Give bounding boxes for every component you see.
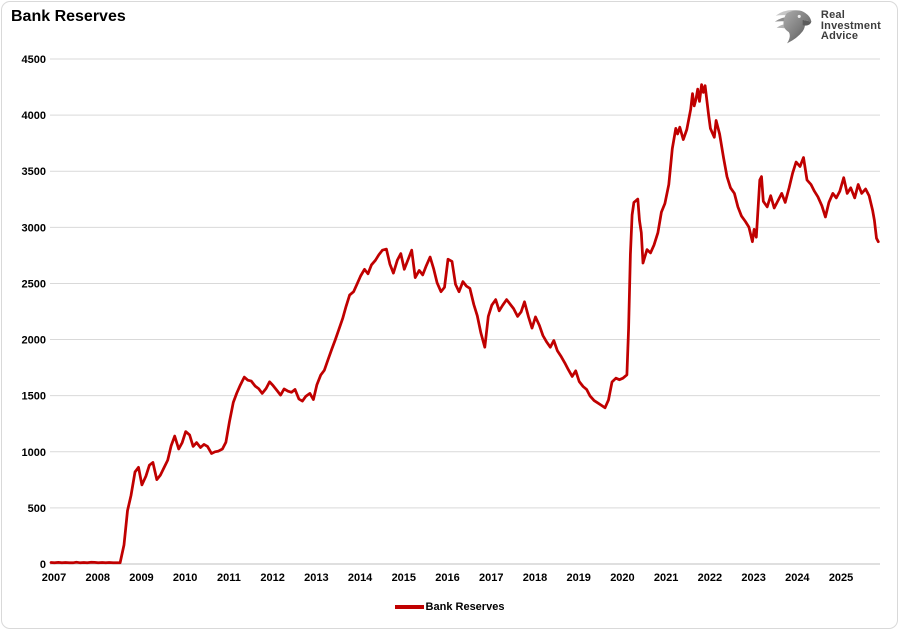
- ria-logo-text: Real Investment Advice: [821, 10, 881, 42]
- y-tick-label-2500: 2500: [22, 278, 46, 290]
- x-tick-label-2023: 2023: [741, 572, 765, 584]
- x-tick-label-2024: 2024: [785, 572, 810, 584]
- x-tick-label-2015: 2015: [392, 572, 416, 584]
- x-tick-label-2021: 2021: [654, 572, 678, 584]
- x-tick-label-2009: 2009: [129, 572, 153, 584]
- y-tick-label-1500: 1500: [22, 391, 46, 403]
- y-tick-label-3500: 3500: [22, 166, 46, 178]
- x-tick-label-2008: 2008: [85, 572, 109, 584]
- y-tick-label-500: 500: [28, 503, 46, 515]
- y-tick-label-0: 0: [40, 559, 46, 571]
- x-tick-label-2020: 2020: [610, 572, 634, 584]
- y-tick-label-4000: 4000: [22, 110, 46, 122]
- x-tick-label-2022: 2022: [698, 572, 722, 584]
- logo-line-2: Investment: [820, 19, 881, 32]
- y-tick-label-3000: 3000: [22, 222, 46, 234]
- x-tick-label-2019: 2019: [566, 572, 590, 584]
- x-tick-label-2013: 2013: [304, 572, 328, 584]
- eagle-icon: [774, 10, 812, 44]
- x-tick-label-2007: 2007: [42, 572, 66, 584]
- y-tick-label-1000: 1000: [22, 447, 46, 459]
- x-tick-label-2011: 2011: [217, 572, 241, 584]
- legend-line-swatch: [394, 605, 424, 609]
- ria-logo: Real Investment Advice: [774, 7, 881, 45]
- y-tick-label-2000: 2000: [22, 335, 46, 347]
- x-tick-label-2016: 2016: [435, 572, 459, 584]
- series-line-bank-reserves: [49, 83, 880, 565]
- x-tick-label-2025: 2025: [829, 572, 853, 584]
- x-tick-label-2014: 2014: [348, 572, 373, 584]
- chart-legend: Bank Reserves: [2, 599, 897, 615]
- x-tick-label-2010: 2010: [173, 572, 197, 584]
- x-tick-label-2012: 2012: [260, 572, 284, 584]
- y-tick-label-4500: 4500: [22, 54, 46, 66]
- logo-line-1: Real: [820, 9, 845, 22]
- chart-title: Bank Reserves: [11, 8, 126, 25]
- x-tick-label-2018: 2018: [523, 572, 547, 584]
- legend-label: Bank Reserves: [425, 601, 505, 613]
- logo-line-3: Advice: [820, 30, 859, 43]
- x-tick-label-2017: 2017: [479, 572, 503, 584]
